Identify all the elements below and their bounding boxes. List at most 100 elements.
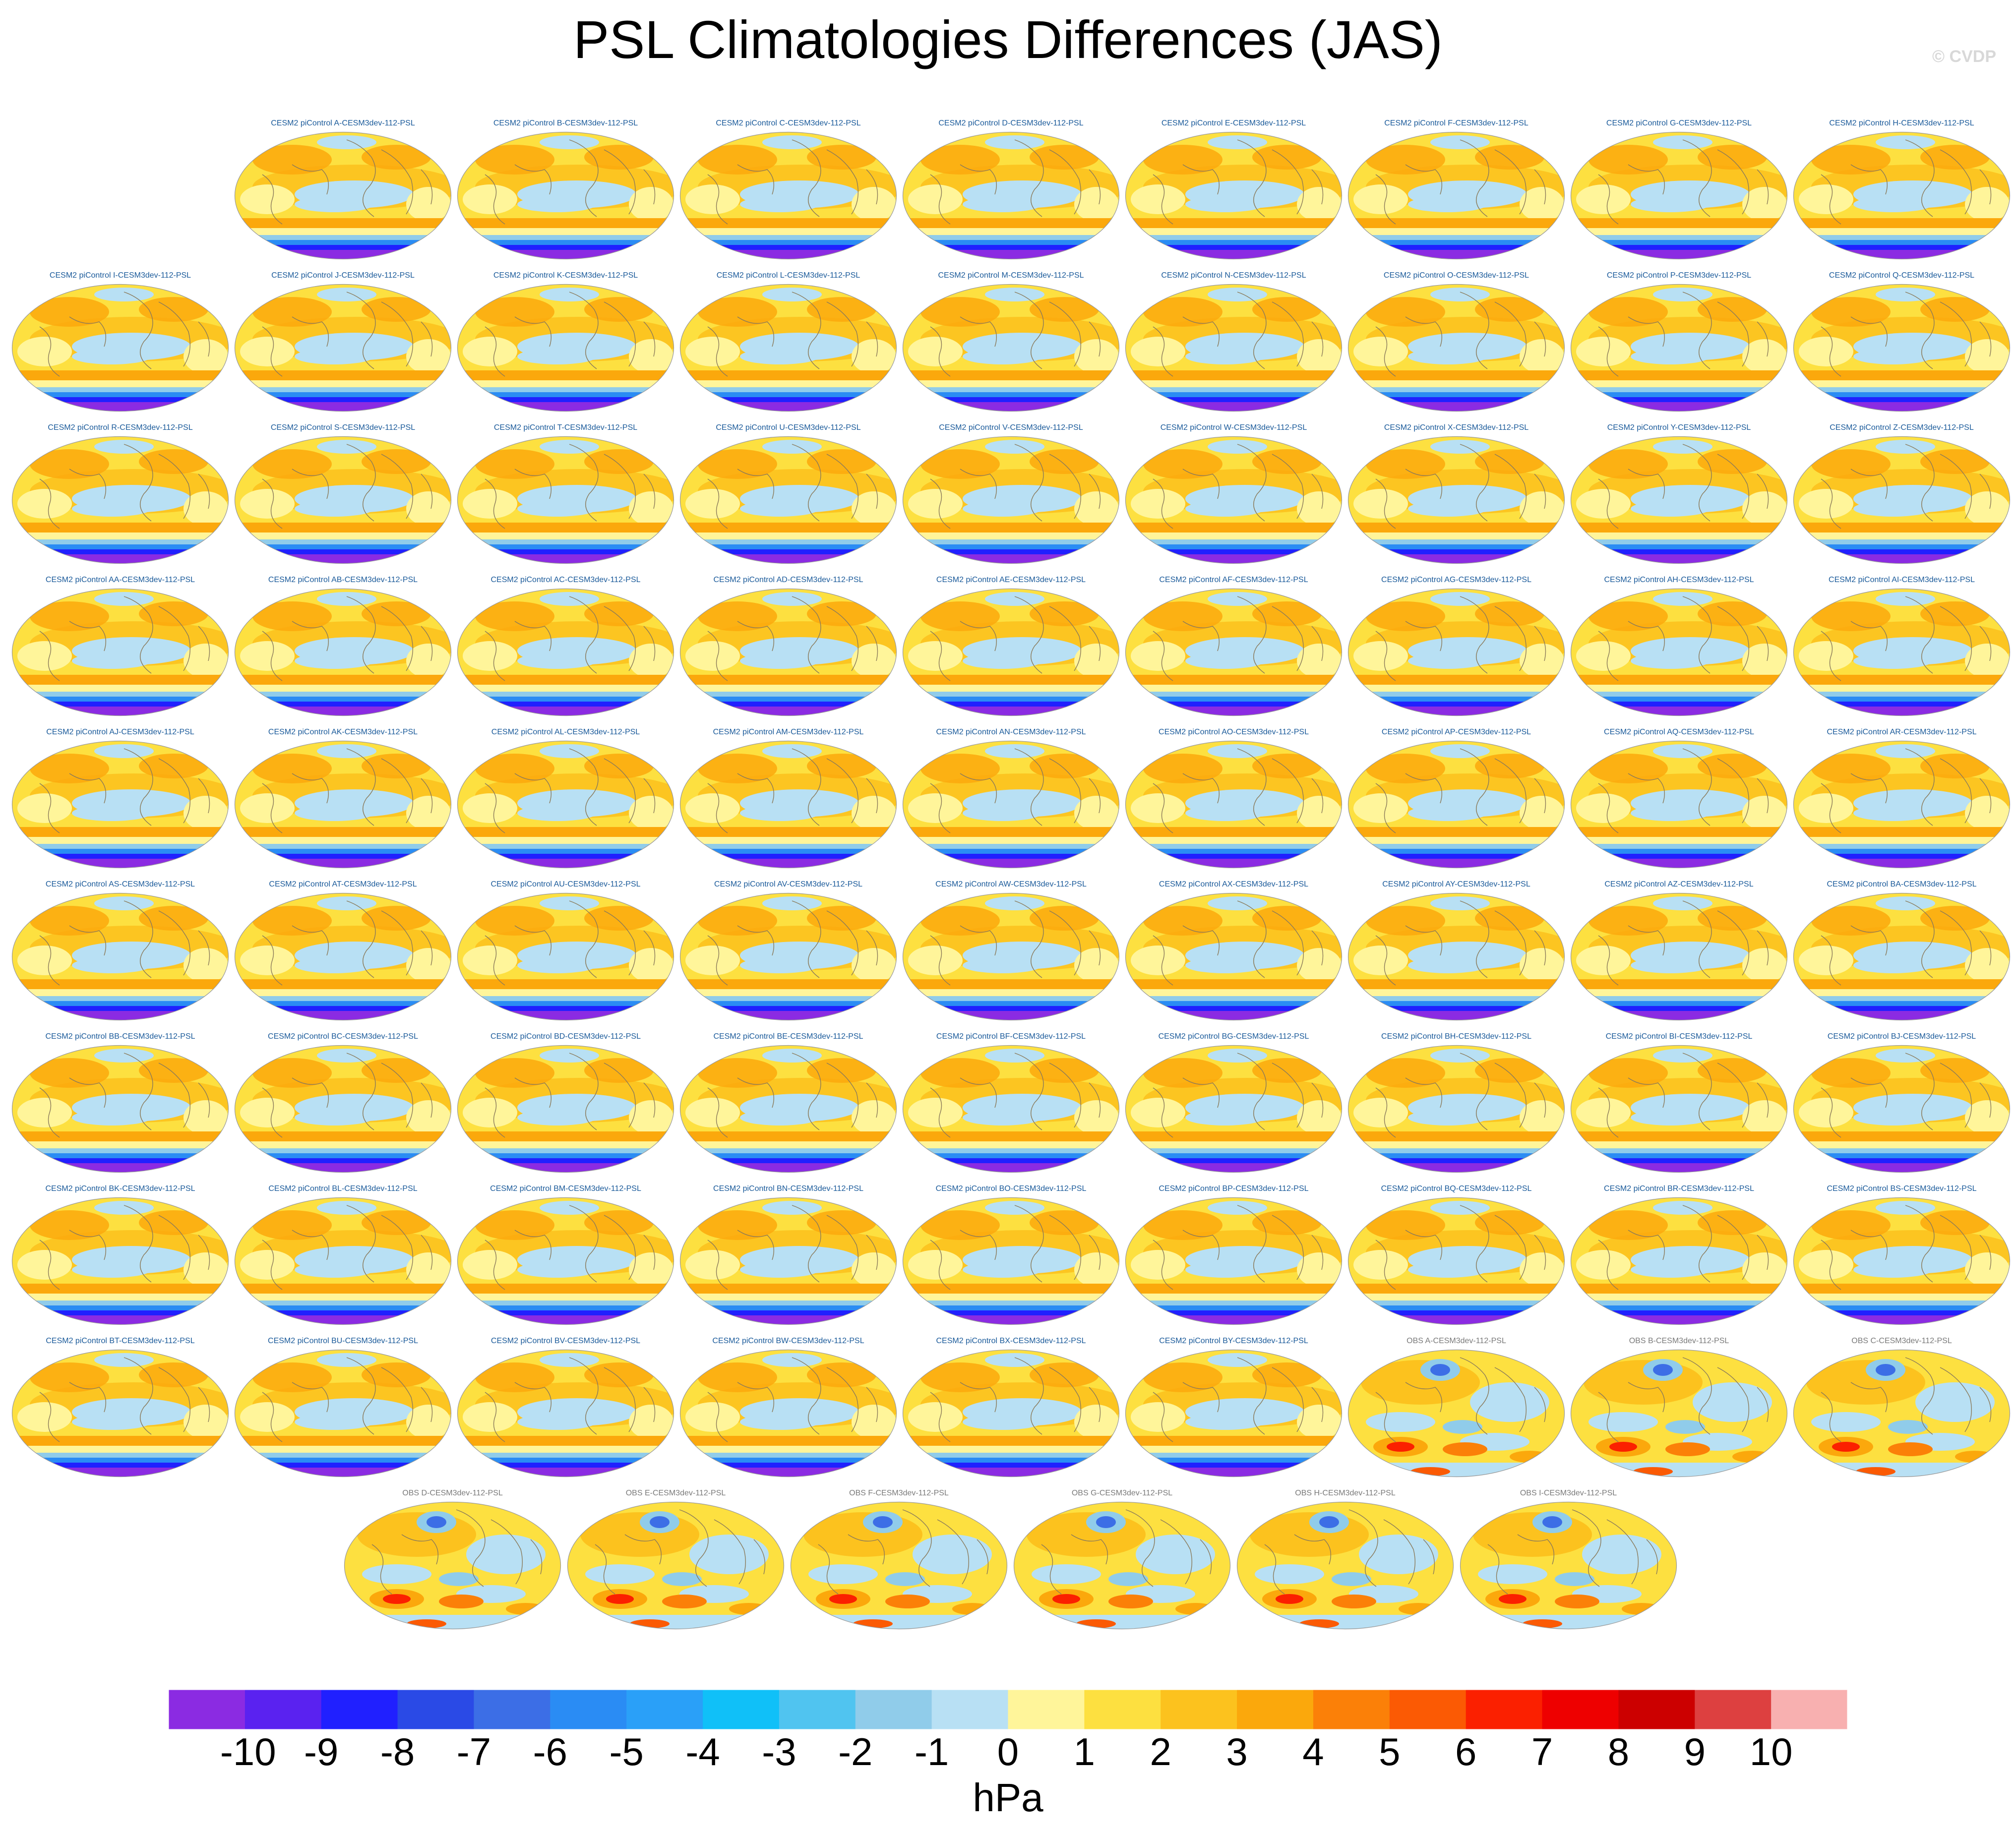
coastline bbox=[1517, 1534, 1554, 1565]
coastline bbox=[1405, 469, 1442, 499]
coastline bbox=[902, 1509, 932, 1587]
coastline bbox=[1494, 301, 1527, 367]
map-field bbox=[457, 131, 674, 260]
coastline bbox=[456, 1509, 486, 1587]
map-outline bbox=[234, 131, 452, 260]
coastline bbox=[421, 626, 433, 661]
coastline bbox=[292, 1077, 329, 1108]
map-outline bbox=[1570, 436, 1788, 564]
field-band-low-4 bbox=[12, 1011, 229, 1020]
coastline bbox=[1534, 626, 1546, 661]
field-band-southern-weak bbox=[680, 1294, 897, 1301]
coastline bbox=[39, 478, 60, 529]
coastline bbox=[1494, 1063, 1527, 1128]
map-outline bbox=[679, 436, 897, 564]
field-band-low-2 bbox=[1348, 240, 1565, 245]
field-high-nw bbox=[1588, 145, 1668, 175]
field-high-ne bbox=[139, 754, 208, 778]
coastline bbox=[1375, 1087, 1396, 1138]
field-weak-east bbox=[629, 491, 673, 526]
field-high-ne bbox=[807, 1210, 876, 1235]
map-panel-title: CESM2 piControl AC-CESM3dev-112-PSL bbox=[490, 576, 641, 584]
field-band-southern-high bbox=[1125, 675, 1342, 685]
field-low-pacific-2 bbox=[963, 957, 1042, 973]
coastline bbox=[1682, 444, 1712, 522]
field-high-nw bbox=[252, 906, 332, 936]
field-band-southern-high bbox=[680, 1284, 897, 1294]
field-band-low-1 bbox=[1571, 539, 1787, 544]
field-band-low-4 bbox=[1125, 1315, 1342, 1325]
field-low-arctic bbox=[762, 1201, 822, 1215]
field-low-arctic bbox=[94, 744, 154, 758]
coastline bbox=[866, 1387, 878, 1422]
field-weak-east bbox=[1520, 796, 1564, 830]
field-low-pacific-2 bbox=[72, 501, 151, 517]
coastline bbox=[1153, 631, 1173, 681]
field-high-nw bbox=[30, 1210, 109, 1240]
field-high-nw bbox=[698, 1362, 777, 1392]
colorbar-tick-label: -8 bbox=[380, 1730, 415, 1774]
map-panel-title: CESM2 piControl M-CESM3dev-112-PSL bbox=[938, 271, 1084, 280]
map-panel: CESM2 piControl AC-CESM3dev-112-PSL bbox=[455, 575, 676, 718]
field-high-nw bbox=[1811, 1210, 1891, 1240]
coastline bbox=[1405, 621, 1442, 651]
coastline bbox=[1049, 1063, 1082, 1128]
field-band-low-4 bbox=[903, 1163, 1119, 1173]
coastline bbox=[1717, 606, 1750, 671]
field-high-ne bbox=[807, 601, 876, 626]
field-band-low-1 bbox=[12, 1453, 229, 1458]
map-outline bbox=[457, 284, 674, 412]
field-high-ne bbox=[139, 1210, 208, 1235]
coastline bbox=[1606, 1519, 1639, 1585]
field-band-low-1 bbox=[680, 387, 897, 392]
field-band-low-3 bbox=[1348, 245, 1565, 250]
map-panel: CESM2 piControl Z-CESM3dev-112-PSL bbox=[1791, 422, 2012, 566]
colorbar-tick-label: -5 bbox=[609, 1730, 644, 1774]
field-band-southern-weak bbox=[1125, 685, 1342, 692]
map-panel-title: CESM2 piControl I-CESM3dev-112-PSL bbox=[49, 271, 191, 280]
coastline bbox=[1272, 1063, 1304, 1128]
field-low-arctic bbox=[1430, 1049, 1490, 1063]
map-field bbox=[679, 436, 897, 564]
field-weak-west bbox=[17, 641, 72, 671]
field-band-low-1 bbox=[1793, 692, 2010, 697]
field-high-ne bbox=[1030, 145, 1099, 170]
field-low-north-core bbox=[1319, 1516, 1339, 1528]
coastline bbox=[262, 478, 283, 529]
coastline bbox=[1850, 773, 1888, 804]
field-band-low-4 bbox=[1348, 859, 1565, 868]
field-low-pacific-2 bbox=[517, 1414, 597, 1430]
field-band-southern-weak bbox=[1125, 380, 1342, 387]
field-low-center bbox=[885, 1572, 925, 1586]
field-high-nw bbox=[920, 1210, 1000, 1240]
field-high-s bbox=[1555, 1595, 1599, 1608]
coastline bbox=[262, 1240, 283, 1290]
coastline bbox=[198, 626, 210, 661]
field-high-north bbox=[1806, 1360, 1925, 1405]
field-high-sw-core bbox=[1276, 1594, 1303, 1604]
field-high-se bbox=[729, 1603, 769, 1615]
map-field bbox=[234, 131, 452, 260]
field-band-low-3 bbox=[903, 1310, 1119, 1315]
field-low-pacific-2 bbox=[1631, 653, 1710, 669]
coastline bbox=[1598, 1240, 1619, 1290]
coastline bbox=[1272, 149, 1304, 215]
field-low-pacific-2 bbox=[1853, 501, 1933, 517]
colorbar-swatch bbox=[1008, 1690, 1085, 1729]
coastline bbox=[292, 773, 329, 804]
field-weak-east bbox=[183, 1252, 228, 1287]
field-band-southern-weak bbox=[457, 228, 674, 235]
map-field bbox=[1347, 284, 1565, 412]
field-high-nw bbox=[475, 754, 554, 783]
field-band-southern-weak bbox=[457, 1294, 674, 1301]
field-low-pacific-2 bbox=[1408, 653, 1487, 669]
map-panel: CESM2 piControl BA-CESM3dev-112-PSL bbox=[1791, 879, 2012, 1023]
field-low-arctic bbox=[94, 592, 154, 606]
field-high-ne bbox=[1252, 1210, 1322, 1235]
map-panel-title: CESM2 piControl BP-CESM3dev-112-PSL bbox=[1159, 1184, 1309, 1193]
map-field bbox=[234, 1197, 452, 1325]
field-band-southern-weak bbox=[1793, 228, 2010, 235]
field-high-ne bbox=[807, 145, 876, 170]
field-band-low-4 bbox=[457, 859, 674, 868]
coastline bbox=[604, 454, 636, 519]
